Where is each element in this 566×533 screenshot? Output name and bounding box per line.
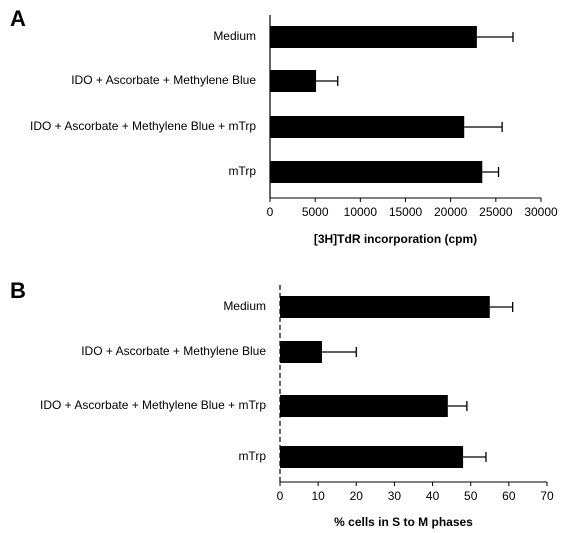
bar <box>270 116 465 138</box>
panel-label: B <box>10 278 26 303</box>
x-tick-label: 10 <box>311 489 325 503</box>
category-label: mTrp <box>238 449 266 463</box>
category-label: Medium <box>213 29 256 43</box>
x-axis-title: [3H]TdR incorporation (cpm) <box>314 232 477 246</box>
x-tick-label: 50 <box>464 489 478 503</box>
x-tick-label: 25000 <box>479 205 513 219</box>
x-tick-label: 10000 <box>344 205 378 219</box>
x-tick-label: 30000 <box>524 205 558 219</box>
category-label: IDO + Ascorbate + Methylene Blue + mTrp <box>40 398 266 412</box>
x-tick-label: 5000 <box>302 205 329 219</box>
bar <box>280 341 322 363</box>
category-label: mTrp <box>228 164 256 178</box>
x-tick-label: 0 <box>277 489 284 503</box>
bar <box>270 70 317 92</box>
x-tick-label: 60 <box>502 489 516 503</box>
x-tick-label: 20000 <box>434 205 468 219</box>
bar <box>270 26 477 48</box>
panel-label: A <box>10 6 26 31</box>
bar <box>280 395 448 417</box>
x-tick-label: 70 <box>540 489 554 503</box>
x-tick-label: 40 <box>426 489 440 503</box>
bar <box>280 296 490 318</box>
x-tick-label: 15000 <box>389 205 423 219</box>
category-label: IDO + Ascorbate + Methylene Blue <box>81 344 266 358</box>
category-label: IDO + Ascorbate + Methylene Blue + mTrp <box>30 119 256 133</box>
category-label: Medium <box>223 299 266 313</box>
bar <box>280 446 464 468</box>
x-axis-title: % cells in S to M phases <box>334 515 473 529</box>
x-tick-label: 20 <box>350 489 364 503</box>
bar <box>270 161 483 183</box>
x-tick-label: 0 <box>267 205 274 219</box>
x-tick-label: 30 <box>388 489 402 503</box>
category-label: IDO + Ascorbate + Methylene Blue <box>71 73 256 87</box>
